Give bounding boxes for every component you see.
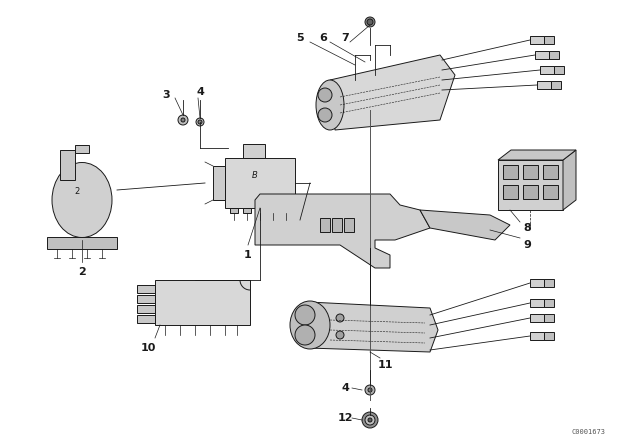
Circle shape xyxy=(367,19,373,25)
Bar xyxy=(269,208,277,213)
Polygon shape xyxy=(330,55,455,130)
Text: 4: 4 xyxy=(196,87,204,97)
Text: 8: 8 xyxy=(523,223,531,233)
Text: B: B xyxy=(252,172,258,181)
Circle shape xyxy=(198,120,202,124)
Circle shape xyxy=(295,305,315,325)
Polygon shape xyxy=(255,194,430,268)
Polygon shape xyxy=(420,210,510,240)
Text: 7: 7 xyxy=(341,33,349,43)
Bar xyxy=(282,208,290,213)
Bar xyxy=(498,160,563,210)
Bar xyxy=(535,51,549,59)
Circle shape xyxy=(295,325,315,345)
Circle shape xyxy=(368,388,372,392)
Circle shape xyxy=(196,118,204,126)
Polygon shape xyxy=(308,302,438,352)
Bar xyxy=(540,66,554,74)
Ellipse shape xyxy=(290,301,330,349)
Bar xyxy=(530,314,544,322)
Bar xyxy=(544,279,554,287)
Circle shape xyxy=(365,385,375,395)
Bar xyxy=(137,295,155,303)
Bar xyxy=(544,36,554,44)
Bar xyxy=(544,299,554,307)
Bar xyxy=(137,285,155,293)
Bar xyxy=(155,280,250,325)
Bar xyxy=(344,218,354,232)
Text: 3: 3 xyxy=(162,90,170,100)
Circle shape xyxy=(181,118,185,122)
Bar xyxy=(213,166,225,200)
Text: 1: 1 xyxy=(244,250,252,260)
Circle shape xyxy=(336,314,344,322)
Circle shape xyxy=(318,108,332,122)
Bar xyxy=(530,299,544,307)
Bar xyxy=(47,237,117,249)
Bar xyxy=(543,165,558,179)
Bar xyxy=(256,208,264,213)
Bar xyxy=(225,158,295,208)
Bar xyxy=(230,208,238,213)
Text: C0001673: C0001673 xyxy=(571,429,605,435)
Circle shape xyxy=(178,115,188,125)
Text: 12: 12 xyxy=(337,413,353,423)
Text: 5: 5 xyxy=(296,33,304,43)
Bar xyxy=(544,314,554,322)
Circle shape xyxy=(368,418,372,422)
Bar xyxy=(523,185,538,199)
Bar xyxy=(75,145,89,153)
Text: 2: 2 xyxy=(78,267,86,277)
Polygon shape xyxy=(563,150,576,210)
Bar xyxy=(243,144,265,158)
Bar xyxy=(332,218,342,232)
Bar xyxy=(523,165,538,179)
Ellipse shape xyxy=(52,163,112,237)
Circle shape xyxy=(365,17,375,27)
Polygon shape xyxy=(498,150,576,160)
Bar xyxy=(320,218,330,232)
Ellipse shape xyxy=(316,80,344,130)
Text: 6: 6 xyxy=(319,33,327,43)
Bar xyxy=(503,165,518,179)
Text: 10: 10 xyxy=(140,343,156,353)
Bar xyxy=(551,81,561,89)
Bar xyxy=(549,51,559,59)
Text: 4: 4 xyxy=(341,383,349,393)
Bar xyxy=(537,81,551,89)
Bar xyxy=(530,279,544,287)
Circle shape xyxy=(318,88,332,102)
Bar xyxy=(544,332,554,340)
Circle shape xyxy=(365,415,375,425)
Bar xyxy=(137,305,155,313)
Circle shape xyxy=(336,331,344,339)
Bar xyxy=(243,208,251,213)
Circle shape xyxy=(362,412,378,428)
Text: 9: 9 xyxy=(523,240,531,250)
Bar xyxy=(554,66,564,74)
Bar xyxy=(137,315,155,323)
Bar xyxy=(530,36,544,44)
Bar xyxy=(543,185,558,199)
Bar xyxy=(530,332,544,340)
Text: 11: 11 xyxy=(377,360,393,370)
Text: 2: 2 xyxy=(74,188,79,197)
Bar xyxy=(60,150,75,180)
Bar xyxy=(503,185,518,199)
